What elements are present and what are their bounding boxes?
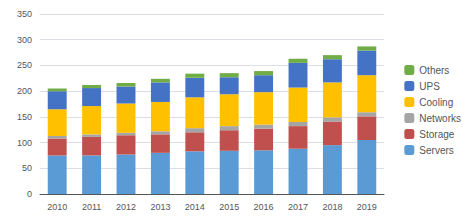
svg-text:100: 100	[17, 138, 32, 148]
svg-text:300: 300	[17, 35, 32, 45]
svg-text:2016: 2016	[254, 202, 274, 212]
svg-text:2018: 2018	[322, 202, 342, 212]
svg-text:2014: 2014	[185, 202, 205, 212]
svg-text:50: 50	[22, 163, 32, 173]
svg-text:2015: 2015	[219, 202, 239, 212]
svg-text:0: 0	[27, 189, 32, 199]
svg-text:2017: 2017	[288, 202, 308, 212]
svg-text:250: 250	[17, 60, 32, 70]
svg-text:200: 200	[17, 86, 32, 96]
svg-text:2011: 2011	[82, 202, 101, 212]
svg-text:UPS: UPS	[419, 81, 440, 92]
svg-text:2019: 2019	[357, 202, 377, 212]
svg-text:Servers: Servers	[419, 145, 453, 156]
svg-text:150: 150	[17, 112, 32, 122]
svg-text:350: 350	[17, 9, 32, 19]
svg-text:2010: 2010	[47, 202, 67, 212]
svg-text:Others: Others	[419, 65, 449, 76]
svg-text:Networks: Networks	[419, 113, 461, 124]
svg-text:Cooling: Cooling	[419, 97, 453, 108]
svg-text:2012: 2012	[116, 202, 136, 212]
svg-text:2013: 2013	[150, 202, 170, 212]
svg-text:Storage: Storage	[419, 129, 454, 140]
